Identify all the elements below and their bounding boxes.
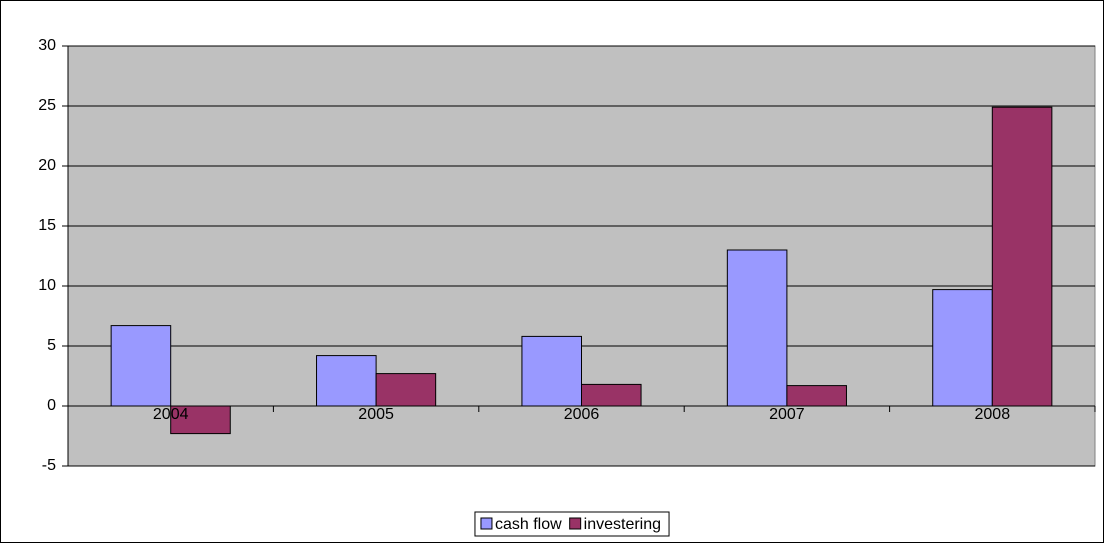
x-tick-label: 2006 — [564, 406, 600, 423]
bar — [375, 373, 437, 407]
legend-swatch — [569, 517, 582, 530]
bar — [170, 405, 231, 435]
x-tick-label: 2007 — [769, 406, 805, 423]
legend-box — [474, 511, 670, 537]
bar — [110, 325, 172, 407]
bar — [932, 289, 993, 407]
bar — [581, 383, 642, 407]
legend-swatch — [480, 517, 493, 530]
x-tick-label: 2008 — [975, 406, 1011, 423]
x-tick-label: 2004 — [153, 406, 189, 423]
x-tick-label: 2005 — [358, 406, 394, 423]
y-tick-label: 10 — [38, 277, 56, 294]
bar — [521, 335, 583, 407]
y-tick-label: 0 — [47, 397, 56, 414]
y-tick-label: -5 — [42, 457, 56, 474]
legend-label: investering — [584, 516, 661, 533]
y-tick-label: 20 — [38, 157, 56, 174]
bar — [786, 385, 847, 407]
y-tick-label: 30 — [38, 37, 56, 54]
y-tick-label: 15 — [38, 217, 56, 234]
legend-label: cash flow — [495, 516, 562, 533]
bar — [726, 249, 788, 407]
y-tick-label: 5 — [47, 337, 56, 354]
y-tick-label: 25 — [38, 97, 56, 114]
bar — [991, 106, 1053, 407]
bar — [316, 355, 377, 407]
